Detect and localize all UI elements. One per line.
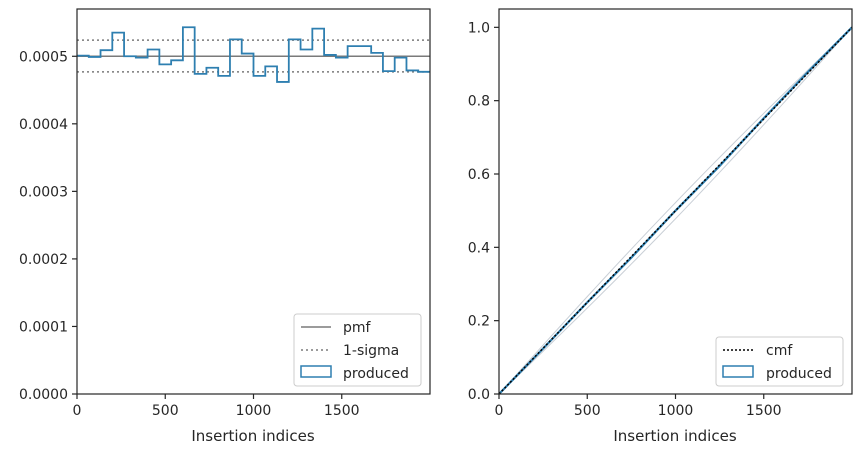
legend-cmf-label: cmf: [766, 343, 793, 359]
cmf-chart-legend: cmf produced: [715, 336, 844, 387]
histogram-bin: [136, 57, 148, 59]
pmf-chart-y-tick-label: 0.0002: [19, 252, 68, 268]
histogram-bin: [101, 49, 113, 51]
pmf-chart-legend: pmf 1-sigma produced: [293, 313, 422, 387]
legend-sigma-label: 1-sigma: [343, 343, 399, 359]
cmf-chart-y-tick-label: 0.2: [468, 314, 490, 330]
cmf-chart-y-tick-label: 0.8: [468, 94, 490, 110]
pmf-chart-x-tick-label: 0: [73, 403, 82, 419]
histogram-bin: [265, 65, 277, 67]
histogram-bin: [195, 73, 207, 75]
histogram-bin: [254, 75, 266, 77]
histogram-bin: [348, 45, 360, 47]
cmf-chart-x-tick-label: 0: [495, 403, 504, 419]
legend-pmf-label: pmf: [343, 320, 372, 336]
pmf-chart-y-tick-label: 0.0000: [19, 387, 68, 403]
legend-box: [293, 313, 422, 387]
histogram-bin: [218, 75, 230, 77]
histogram-bin: [277, 81, 289, 83]
histogram-bin: [124, 55, 136, 57]
pmf-chart-x-tick-label: 500: [152, 403, 179, 419]
histogram-bin: [183, 26, 195, 28]
produced-step-line: [77, 26, 430, 83]
pmf-chart-y-tick-label: 0.0003: [19, 184, 68, 200]
cmf-chart-y-tick-label: 0.6: [468, 167, 490, 183]
histogram-bin: [148, 49, 160, 51]
pmf-chart-frame: [76, 8, 431, 395]
cmf-chart-x-tick-label: 500: [574, 403, 601, 419]
pmf-chart-x-tick-label: 1500: [324, 403, 360, 419]
histogram-bin: [89, 56, 101, 58]
cmf-band-lower: [498, 26, 853, 395]
legend-produced-swatch: [300, 365, 332, 378]
histogram-bin: [418, 71, 430, 73]
cmf-chart-x-axis-label: Insertion indices: [613, 427, 736, 445]
cmf-chart-y-tick-label: 1.0: [468, 20, 490, 36]
histogram-bin: [371, 52, 383, 54]
pmf-chart-y-tick-label: 0.0005: [19, 49, 68, 65]
histogram-bin: [171, 59, 183, 61]
legend-produced-label: produced: [766, 366, 832, 382]
histogram-bin: [336, 57, 348, 59]
histogram-bin: [230, 38, 242, 40]
pmf-chart-y-tick-label: 0.0001: [19, 319, 68, 335]
pmf-chart-y-tick-label: 0.0004: [19, 117, 68, 133]
legend-produced-swatch: [722, 365, 754, 378]
cmf-line: [498, 26, 853, 395]
cmf-chart-frame: [498, 8, 853, 395]
histogram-bin: [301, 49, 313, 51]
cmf-chart-y-tick-label: 0.4: [468, 240, 490, 256]
histogram-bin: [312, 28, 324, 30]
pmf-chart-x-tick-label: 1000: [236, 403, 272, 419]
histogram-bin: [289, 38, 301, 40]
histogram-bin: [159, 63, 171, 65]
histogram-bin: [206, 67, 218, 69]
pmf-chart-x-axis-label: Insertion indices: [191, 427, 314, 445]
histogram-bin: [324, 54, 336, 56]
cmf-chart-x-tick-label: 1500: [746, 403, 782, 419]
histogram-bin: [112, 32, 124, 34]
cmf-band-upper: [498, 26, 853, 395]
histogram-bin: [77, 55, 89, 57]
cmf-chart-y-tick-label: 0.0: [468, 387, 490, 403]
histogram-bin: [406, 69, 418, 71]
histogram-bin: [395, 57, 407, 59]
legend-produced-label: produced: [343, 366, 409, 382]
histogram-bin: [383, 70, 395, 72]
cmf-chart: 0 500 1000 1500 0.0 0.2 0.4 0.6 0.8 1.0 Insertion…: [468, 8, 853, 445]
histogram-bin: [242, 53, 254, 55]
histogram-bin: [359, 45, 371, 47]
pmf-chart: 0 500 1000 1500 0.0000 0.0001 0.0002 0.0003 0.00…: [19, 8, 431, 445]
cmf-chart-x-tick-label: 1000: [658, 403, 694, 419]
